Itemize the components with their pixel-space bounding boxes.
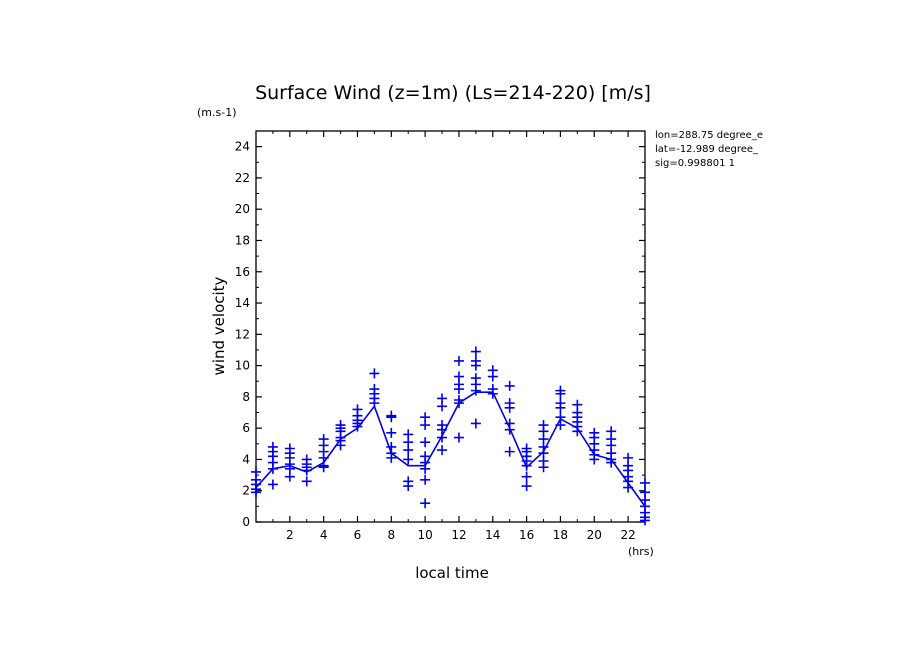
data-point-marker (555, 402, 566, 413)
data-point-marker (284, 471, 295, 482)
info-clip-mask (779, 128, 904, 173)
data-point-marker (369, 368, 380, 379)
x-tick-label: 12 (451, 528, 466, 542)
data-point-marker (318, 462, 329, 473)
data-point-marker (420, 463, 431, 474)
data-point-marker (301, 476, 312, 487)
data-point-marker (437, 432, 448, 443)
data-point-marker (437, 401, 448, 412)
data-point-marker (606, 457, 617, 468)
chart-title: Surface Wind (z=1m) (Ls=214-220) [m/s] (255, 82, 651, 104)
data-point-marker (504, 380, 515, 391)
data-point-marker (453, 384, 464, 395)
x-tick-label: 8 (387, 528, 395, 542)
plot-frame (255, 130, 646, 523)
y-tick-label: 16 (235, 265, 250, 279)
data-point-marker (369, 398, 380, 409)
y-tick-label: 18 (235, 233, 250, 247)
info-line-sig: sig=0.998801 1 (655, 158, 735, 169)
y-axis-label: wind velocity (210, 276, 228, 375)
data-point-marker (640, 477, 650, 488)
data-point-marker (470, 385, 481, 396)
data-point-marker (420, 437, 431, 448)
data-point-marker (403, 445, 414, 456)
x-unit-label: (hrs) (628, 545, 654, 558)
data-point-marker (386, 452, 397, 463)
data-point-marker (623, 482, 634, 493)
data-point-marker (403, 454, 414, 465)
data-point-marker (437, 445, 448, 456)
data-point-marker (470, 360, 481, 371)
x-axis-label: local time (415, 564, 489, 582)
series-mean-line (255, 391, 646, 507)
data-point-marker (521, 471, 532, 482)
data-point-marker (555, 420, 566, 431)
data-point-marker (470, 418, 481, 429)
data-point-marker (538, 462, 549, 473)
data-point-marker (335, 440, 346, 451)
data-point-marker (352, 421, 363, 432)
x-tick-label: 14 (485, 528, 500, 542)
x-tick-label: 6 (354, 528, 362, 542)
y-tick-label: 6 (242, 421, 250, 435)
info-line-lon: lon=288.75 degree_e (655, 130, 763, 141)
data-point-marker (453, 355, 464, 366)
data-point-marker (301, 465, 312, 476)
y-tick-label: 8 (242, 390, 250, 404)
y-tick-label: 12 (235, 327, 250, 341)
data-point-marker (470, 346, 481, 357)
data-point-marker (267, 479, 278, 490)
y-tick-label: 4 (242, 452, 250, 466)
data-point-marker (386, 427, 397, 438)
data-point-marker (420, 498, 431, 509)
y-tick-label: 10 (235, 359, 250, 373)
data-point-marker (521, 481, 532, 492)
data-point-marker (453, 398, 464, 409)
x-tick-label: 20 (587, 528, 602, 542)
data-point-marker (420, 474, 431, 485)
data-point-marker (504, 402, 515, 413)
y-unit-label: (m.s-1) (197, 106, 237, 119)
data-point-marker (640, 515, 650, 526)
y-tick-label: 2 (242, 484, 250, 498)
data-point-marker (487, 388, 498, 399)
x-tick-label: 4 (320, 528, 328, 542)
data-point-marker (386, 412, 397, 423)
info-line-lat: lat=-12.989 degree_ (655, 144, 759, 155)
x-tick-label: 10 (417, 528, 432, 542)
y-tick-label: 20 (235, 202, 250, 216)
data-point-marker (487, 371, 498, 382)
data-point-marker (251, 487, 261, 498)
data-point-marker (521, 460, 532, 471)
x-tick-label: 18 (553, 528, 568, 542)
data-point-marker (504, 424, 515, 435)
data-point-marker (420, 420, 431, 431)
x-tick-label: 2 (286, 528, 294, 542)
y-tick-label: 14 (235, 296, 250, 310)
data-point-marker (453, 432, 464, 443)
data-point-marker (555, 388, 566, 399)
data-point-marker (572, 426, 583, 437)
data-point-marker (589, 454, 600, 465)
x-tick-label: 16 (519, 528, 534, 542)
data-point-marker (403, 481, 414, 492)
y-tick-label: 24 (235, 140, 250, 154)
y-tick-label: 0 (242, 515, 250, 529)
data-point-marker (267, 463, 278, 474)
y-tick-label: 22 (235, 171, 250, 185)
data-point-marker (504, 446, 515, 457)
x-tick-label: 22 (620, 528, 635, 542)
